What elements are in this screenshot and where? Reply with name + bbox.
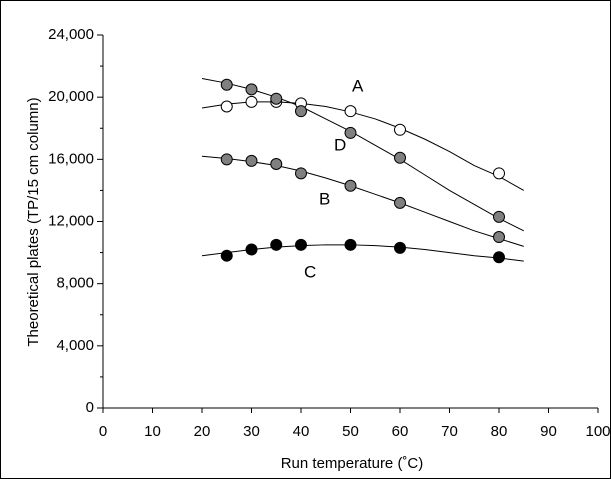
series-label: A bbox=[352, 76, 364, 95]
data-point bbox=[394, 196, 406, 209]
x-tick-label: 30 bbox=[243, 423, 260, 440]
series-label: C bbox=[304, 262, 316, 281]
data-point bbox=[493, 231, 505, 244]
data-point bbox=[245, 243, 258, 256]
data-point bbox=[394, 241, 406, 254]
y-tick-label: 0 bbox=[86, 399, 94, 416]
data-point bbox=[270, 157, 283, 170]
y-tick-label: 24,000 bbox=[48, 26, 94, 43]
data-point bbox=[220, 100, 233, 113]
data-point bbox=[245, 95, 258, 108]
y-tick-label: 16,000 bbox=[48, 150, 94, 167]
data-point bbox=[220, 78, 233, 91]
data-point bbox=[344, 238, 357, 251]
fit-curve bbox=[201, 155, 524, 247]
data-point bbox=[245, 154, 258, 167]
y-tick-label: 12,000 bbox=[48, 212, 94, 229]
x-tick-label: 20 bbox=[194, 423, 211, 440]
x-tick-label: 100 bbox=[585, 423, 610, 440]
data-point bbox=[394, 123, 406, 136]
x-tick-label: 50 bbox=[342, 423, 359, 440]
data-point bbox=[270, 92, 283, 105]
data-point bbox=[493, 251, 505, 264]
data-point bbox=[295, 105, 307, 118]
series-label: D bbox=[334, 135, 346, 154]
x-axis-title: Run temperature (˚C) bbox=[281, 455, 424, 472]
data-point bbox=[270, 238, 283, 251]
data-point bbox=[344, 126, 357, 139]
fit-curve bbox=[201, 101, 524, 191]
data-point bbox=[295, 238, 307, 251]
x-tick-label: 70 bbox=[441, 423, 458, 440]
data-point bbox=[493, 210, 505, 223]
y-tick-label: 4,000 bbox=[56, 337, 94, 354]
data-point bbox=[344, 179, 357, 192]
x-tick-label: 40 bbox=[293, 423, 310, 440]
series-label: B bbox=[319, 189, 330, 208]
data-point bbox=[493, 167, 505, 180]
x-tick-label: 90 bbox=[540, 423, 557, 440]
x-tick-label: 80 bbox=[491, 423, 508, 440]
data-point bbox=[295, 167, 307, 180]
y-axis-title: Theoretical plates (TP/15 cm column) bbox=[25, 97, 42, 346]
y-tick-label: 20,000 bbox=[48, 88, 94, 105]
data-point bbox=[220, 153, 233, 166]
x-tick-label: 60 bbox=[392, 423, 409, 440]
data-point bbox=[245, 83, 258, 96]
y-tick-label: 8,000 bbox=[56, 275, 94, 292]
data-point bbox=[220, 249, 233, 262]
x-tick-label: 0 bbox=[99, 423, 107, 440]
data-point bbox=[344, 105, 357, 118]
x-tick-label: 10 bbox=[144, 423, 161, 440]
data-point bbox=[394, 151, 406, 164]
